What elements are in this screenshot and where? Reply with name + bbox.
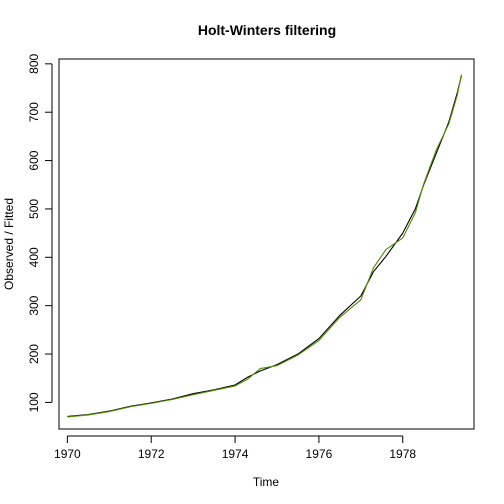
y-tick-label: 800 <box>27 54 41 74</box>
x-tick-label: 1976 <box>306 447 333 461</box>
y-tick-label: 700 <box>27 102 41 122</box>
y-tick-label: 400 <box>27 247 41 267</box>
plot-frame <box>58 58 475 430</box>
y-tick-label: 600 <box>27 150 41 170</box>
chart-title: Holt-Winters filtering <box>198 22 336 38</box>
x-tick-label: 1978 <box>389 447 416 461</box>
fitted-series-line <box>67 74 462 418</box>
series-layer <box>67 74 462 418</box>
y-tick-label: 200 <box>27 344 41 364</box>
y-axis: 100 200 300 400 500 600 700 800 <box>27 54 53 412</box>
x-tick-label: 1972 <box>138 447 165 461</box>
x-tick-label: 1970 <box>54 447 81 461</box>
y-tick-label: 500 <box>27 199 41 219</box>
x-axis: 1970 1972 1974 1976 1978 <box>54 435 416 461</box>
y-axis-label: Observed / Fitted <box>2 198 16 290</box>
y-tick-label: 100 <box>27 392 41 412</box>
y-tick-label: 300 <box>27 295 41 315</box>
x-axis-label: Time <box>253 475 280 489</box>
x-tick-label: 1974 <box>222 447 249 461</box>
